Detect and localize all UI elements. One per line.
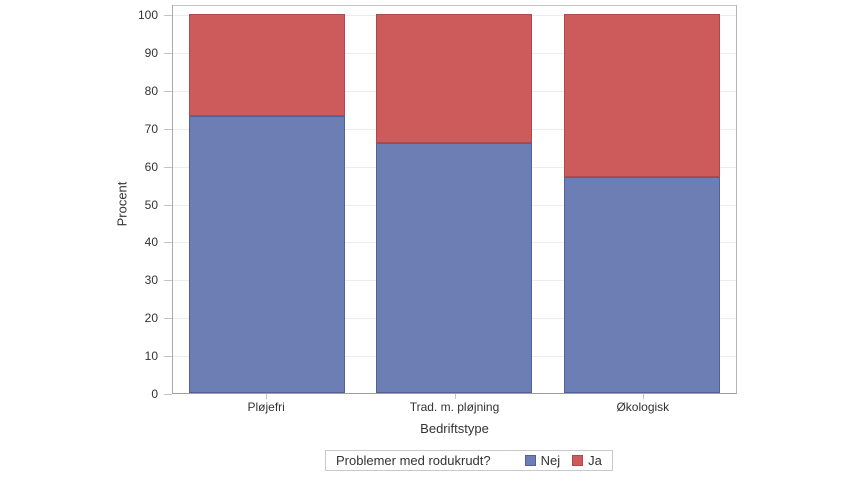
legend-swatch-nej [524, 455, 536, 466]
x-axis-label: Bedriftstype [420, 421, 489, 436]
y-tick-mark [164, 15, 172, 16]
legend-label: Nej [540, 453, 561, 468]
bar-segment-nej [564, 176, 721, 393]
y-tick-mark [164, 128, 172, 130]
y-tick-label: 80 [144, 83, 158, 98]
x-categories: Pløjefri Trad. m. pløjning Økologisk [172, 400, 737, 414]
y-tick-mark [164, 52, 172, 54]
bar-segment-ja [188, 14, 345, 117]
y-tick-label: 60 [144, 159, 158, 174]
y-tick-mark [164, 90, 172, 92]
bar-3 [564, 14, 721, 393]
legend-item-nej: Nej [524, 453, 561, 468]
y-tick-mark [164, 166, 172, 168]
bar-segment-ja [376, 14, 533, 143]
legend-items: Nej Ja [513, 453, 602, 468]
y-tick-mark [164, 204, 172, 206]
bar-segment-nej [376, 142, 533, 393]
y-tick-mark [164, 318, 172, 320]
y-tick-mark [164, 394, 172, 395]
y-tick-mark [164, 242, 172, 244]
x-tick-mark [642, 394, 644, 399]
category-label: Trad. m. pløjning [409, 400, 500, 414]
y-tick-label: 70 [144, 121, 158, 136]
x-tick-mark [454, 394, 456, 399]
y-tick-label: 40 [144, 235, 158, 250]
y-tick-mark [164, 356, 172, 358]
y-tick-label: 50 [144, 197, 158, 212]
y-tick-mark [164, 280, 172, 282]
bar-segment-nej [188, 116, 345, 393]
bar-1 [188, 14, 345, 393]
legend-swatch-ja [572, 455, 584, 466]
y-tick-label: 0 [151, 387, 158, 401]
legend: Problemer med rodukrudt? Nej Ja [325, 450, 613, 471]
y-tick-label: 90 [144, 45, 158, 60]
category-label: Pløjefri [247, 400, 285, 414]
bar-segment-ja [564, 14, 721, 177]
y-tick-label: 30 [144, 273, 158, 288]
plot-area [172, 5, 737, 394]
category-label: Økologisk [616, 400, 670, 414]
legend-item-ja: Ja [572, 453, 602, 468]
bar-2 [376, 14, 533, 393]
y-tick-label: 10 [144, 349, 158, 364]
legend-title: Problemer med rodukrudt? [336, 453, 491, 468]
bars [173, 14, 736, 393]
x-tick-mark [266, 394, 268, 399]
y-tick-label: 100 [137, 8, 158, 22]
y-tick-label: 20 [144, 311, 158, 326]
legend-label: Ja [588, 453, 602, 468]
